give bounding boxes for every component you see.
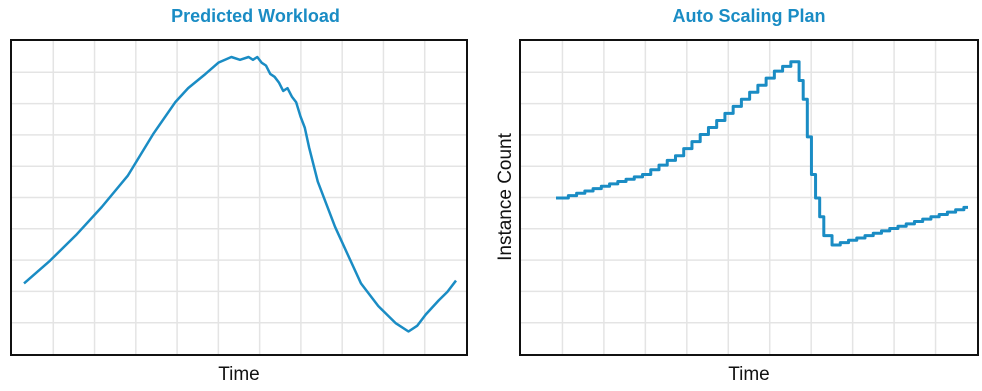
- chart-1-grid: [12, 41, 466, 354]
- chart-2-title: Auto Scaling Plan: [672, 6, 826, 26]
- chart-2-grid: [521, 41, 977, 354]
- chart-2-plot-area: [519, 39, 979, 356]
- chart-2-y-axis-label: Instance Count: [495, 133, 516, 261]
- chart-1-title: Predicted Workload: [171, 6, 340, 26]
- chart-2-series-line: [556, 60, 968, 247]
- chart-1-x-axis-label: Time: [218, 364, 260, 385]
- chart-1-series-line: [23, 55, 457, 333]
- chart-2-x-axis-label: Time: [728, 364, 770, 385]
- chart-1-plot-area: [10, 39, 468, 356]
